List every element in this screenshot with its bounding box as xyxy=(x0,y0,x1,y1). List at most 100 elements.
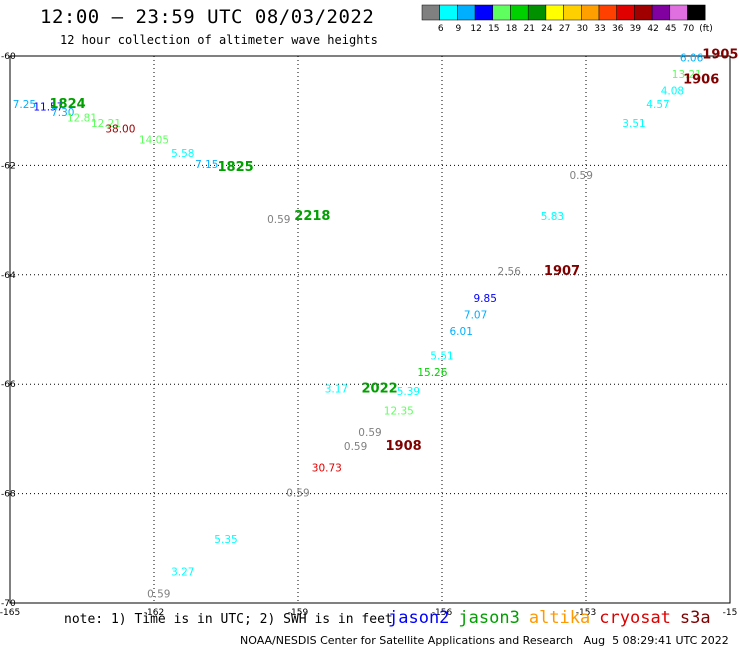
wave-height-label: 7.30 xyxy=(51,107,74,119)
wave-height-label: 5.39 xyxy=(397,386,420,398)
wave-height-label: 11.57 xyxy=(33,102,63,114)
wave-height-label: 7.07 xyxy=(464,310,487,322)
wave-height-label: 4.08 xyxy=(661,85,684,97)
y-tick-label: -64 xyxy=(1,271,16,281)
color-swatch xyxy=(421,4,440,21)
satellite-legend-item: cryosat xyxy=(599,608,671,628)
color-scale-label: 9 xyxy=(456,24,462,34)
wave-height-label: 6.01 xyxy=(450,326,473,338)
chart-subtitle: 12 hour collection of altimeter wave hei… xyxy=(60,33,378,47)
y-tick-label: -66 xyxy=(1,380,16,390)
color-swatch xyxy=(581,4,600,21)
time-label: 1906 xyxy=(683,72,719,87)
color-scale-legend: 6 9 12 15 18 21 24 27 30 33 36 39 42 45 70 (ft) xyxy=(421,4,713,34)
x-tick-label: -165 xyxy=(0,608,20,618)
wave-height-label: 38.00 xyxy=(105,124,135,136)
wave-height-label: 5.51 xyxy=(430,351,453,363)
wave-height-label: 3.17 xyxy=(325,383,348,395)
time-label: 1824 xyxy=(50,97,86,112)
color-scale-label: 15 xyxy=(488,24,499,34)
color-scale-unit: (ft) xyxy=(699,24,713,34)
x-tick-label: -156 xyxy=(432,608,453,618)
wave-height-label: 9.85 xyxy=(474,293,497,305)
x-tick-label: -153 xyxy=(576,608,596,618)
x-tick-label: -15 xyxy=(723,608,738,618)
color-scale-label: 42 xyxy=(647,24,658,34)
satellite-legend-item: jason2 xyxy=(388,608,450,628)
satellite-legend: jason2 jason3 altika cryosat s3a xyxy=(388,608,720,628)
color-swatch xyxy=(457,4,476,21)
chart-axes: -165 -162 -159 -156 -153 -15 -60 -62 -64 -66 -68 -7… xyxy=(0,52,737,618)
color-scale-label: 12 xyxy=(470,24,481,34)
wave-height-label: 2.56 xyxy=(498,266,522,278)
wave-height-label: 30.73 xyxy=(312,463,342,475)
wave-height-label: 15.26 xyxy=(417,367,447,379)
wave-height-label: 12.21 xyxy=(91,118,121,130)
wave-height-label: 0.59 xyxy=(147,589,170,601)
wave-height-label: 12.81 xyxy=(67,113,97,125)
time-label: 1908 xyxy=(386,439,422,454)
x-tick-label: -162 xyxy=(144,608,164,618)
footer-credit: NOAA/NESDIS Center for Satellite Applica… xyxy=(240,634,729,647)
page-title: 12:00 — 23:59 UTC 08/03/2022 xyxy=(40,6,375,28)
wave-height-label: 0.59 xyxy=(358,427,381,439)
wave-height-label: 0.59 xyxy=(267,214,290,226)
color-swatch xyxy=(492,4,511,21)
chart-marks: 6.06 13.21 4.08 4.573.51 0.59 5.83 2.56 9.85 7.0… xyxy=(13,48,739,601)
wave-height-label: 0.59 xyxy=(570,170,593,182)
wave-height-label: 7.25 xyxy=(13,99,36,111)
time-label: 1907 xyxy=(544,264,580,279)
satellite-legend-item: jason3 xyxy=(458,608,520,628)
color-swatch xyxy=(474,4,494,21)
wave-height-label: 3.27 xyxy=(171,567,194,579)
y-tick-label: -68 xyxy=(1,490,16,500)
wave-height-label: 7.15 xyxy=(195,159,218,171)
color-scale-label: 36 xyxy=(612,24,624,34)
color-scale-label: 45 xyxy=(665,24,676,34)
color-scale-label: 18 xyxy=(506,24,518,34)
wave-height-label: 3.51 xyxy=(622,118,645,130)
time-label: 2022 xyxy=(362,381,398,396)
color-swatch xyxy=(669,4,688,21)
footer-note: note: 1) Time is in UTC; 2) SWH is in fe… xyxy=(64,612,393,627)
color-swatch xyxy=(598,4,617,21)
color-swatch xyxy=(634,4,653,21)
plot-frame xyxy=(9,55,731,604)
y-tick-label: -70 xyxy=(1,599,16,609)
color-scale-label: 21 xyxy=(523,24,534,34)
wave-height-label: 4.57 xyxy=(646,99,669,111)
color-swatch xyxy=(687,4,706,21)
wave-height-label: 5.35 xyxy=(214,534,237,546)
y-tick-label: -62 xyxy=(1,161,16,171)
color-swatch xyxy=(651,4,671,21)
y-tick-label: -60 xyxy=(1,52,16,62)
satellite-legend-item: altika xyxy=(528,608,591,628)
time-label: 2218 xyxy=(294,209,330,224)
color-swatch xyxy=(616,4,635,21)
x-tick-label: -159 xyxy=(288,608,309,618)
wave-height-label: 14.05 xyxy=(139,135,169,147)
color-swatch xyxy=(439,4,458,21)
color-scale-label: 27 xyxy=(559,24,570,34)
color-scale-label: 39 xyxy=(630,24,642,34)
color-swatch xyxy=(510,4,529,21)
color-scale-label: 33 xyxy=(594,24,605,34)
time-label: 1825 xyxy=(218,160,254,175)
wave-height-label: 0.59 xyxy=(344,441,367,453)
wave-height-label: 13.21 xyxy=(672,69,702,81)
color-scale-label: 6 xyxy=(438,24,444,34)
color-scale-label: 70 xyxy=(683,24,695,34)
time-label: 1905 xyxy=(702,48,738,63)
wave-height-label: 0.59 xyxy=(286,487,309,499)
wave-height-label: 6.06 xyxy=(680,52,704,64)
wave-height-label: 5.58 xyxy=(171,148,194,160)
color-swatch xyxy=(563,4,582,21)
satellite-legend-item: s3a xyxy=(679,608,711,628)
color-swatch xyxy=(545,4,564,21)
color-scale-label: 30 xyxy=(577,24,589,34)
color-scale-label: 24 xyxy=(541,24,553,34)
wave-height-label: 12.35 xyxy=(384,405,414,417)
wave-height-label: 5.83 xyxy=(541,211,564,223)
color-swatch xyxy=(527,4,547,21)
